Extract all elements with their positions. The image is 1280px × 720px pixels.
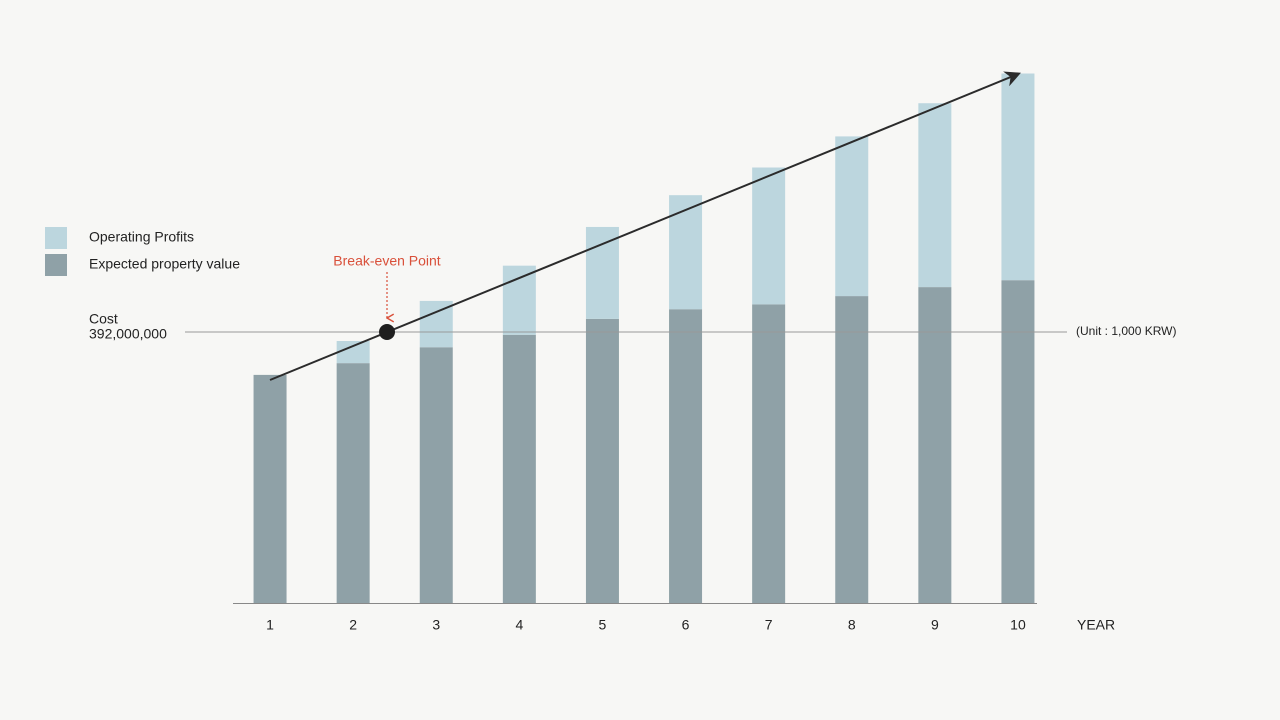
x-tick-label: 1 [266, 617, 274, 633]
legend-label: Operating Profits [89, 229, 194, 245]
bar-segment [752, 167, 786, 305]
annotation: Break-even Point [333, 253, 441, 269]
x-tick-label: 9 [931, 617, 939, 633]
bar-segment [835, 136, 869, 297]
x-tick-label: 6 [682, 617, 690, 633]
break-even-point [379, 324, 395, 341]
bars [253, 73, 1035, 603]
bar-segment [419, 300, 453, 348]
bar-segment [502, 265, 536, 335]
x-tick-label: 5 [599, 617, 607, 633]
bar-segment [669, 195, 703, 310]
bar-segment [585, 318, 619, 603]
bar-segment [1001, 73, 1035, 281]
bar-segment [336, 363, 370, 603]
x-tick-label: 3 [432, 617, 440, 633]
bar-segment [752, 304, 786, 603]
legend-swatch [45, 227, 67, 249]
x-tick-label: 7 [765, 617, 773, 633]
bar-segment [1001, 280, 1035, 603]
x-tick-label: 8 [848, 617, 856, 633]
legend-label: Expected property value [89, 256, 240, 272]
bar-segment [419, 347, 453, 603]
bar-segment [918, 103, 952, 288]
cost-value-label: 392,000,000 [89, 326, 167, 342]
x-tick-label: 4 [515, 617, 523, 633]
x-tick-label: 2 [349, 617, 357, 633]
bar-segment [669, 309, 703, 603]
unit-note: (Unit : 1,000 KRW) [1076, 324, 1176, 338]
x-axis-label: YEAR [1077, 617, 1115, 633]
bar-segment [835, 296, 869, 603]
x-tick-label: 10 [1010, 617, 1026, 633]
trend-arrow [269, 71, 1021, 381]
cost-label: Cost [89, 311, 118, 327]
bar-segment [253, 374, 287, 603]
bar-segment [502, 334, 536, 603]
legend-swatch [45, 254, 67, 276]
bar-segment [336, 341, 370, 364]
bar-segment [585, 226, 619, 319]
bar-segment [918, 287, 952, 603]
